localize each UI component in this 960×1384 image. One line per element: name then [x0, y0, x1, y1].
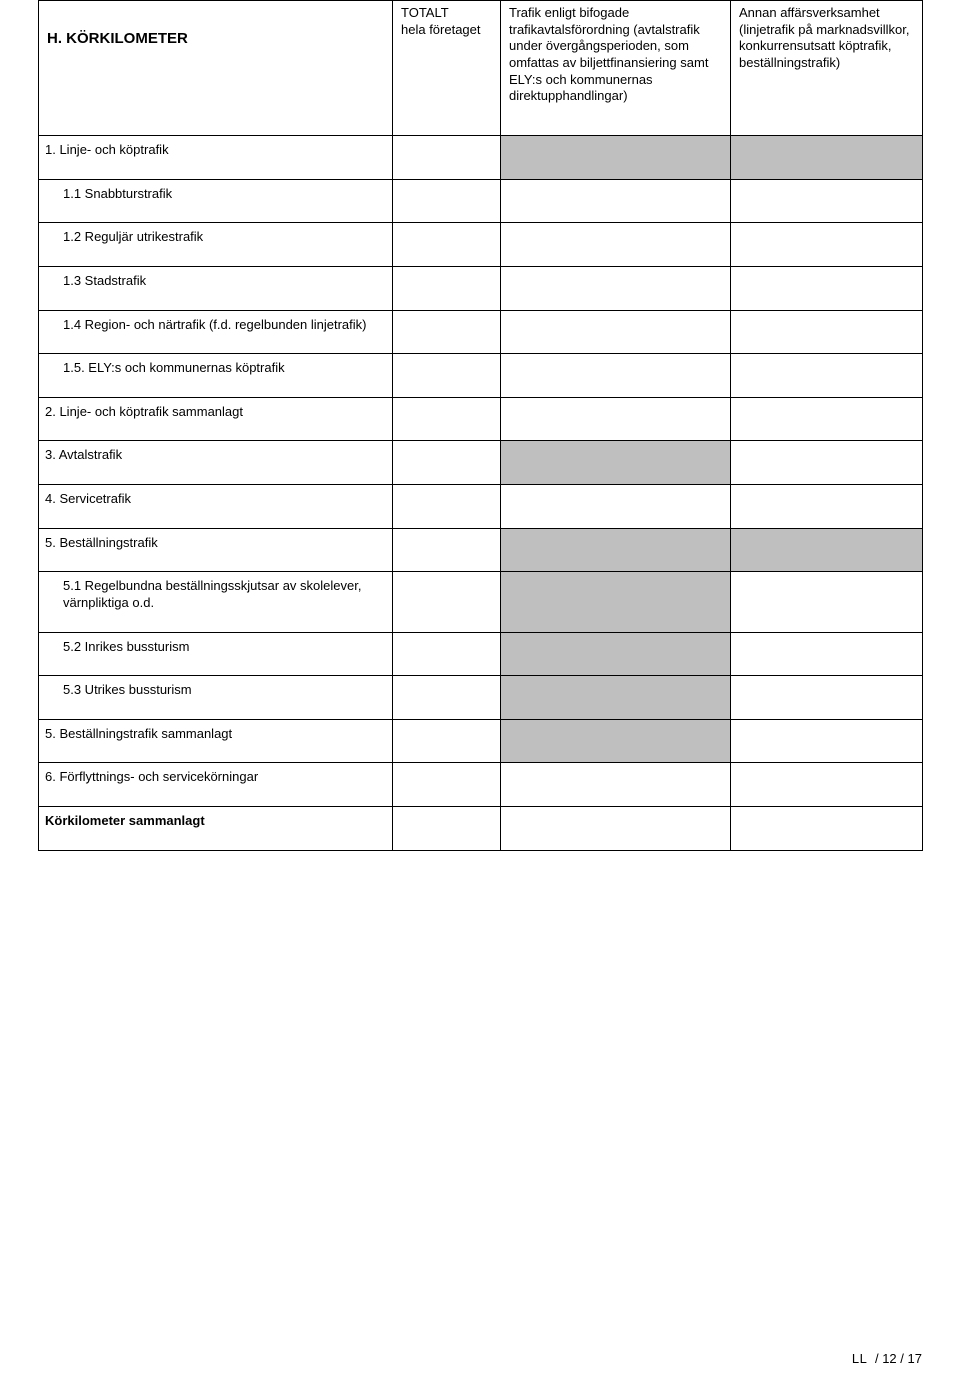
- row-label: 1.1 Snabbturstrafik: [39, 179, 393, 223]
- row-label: 5. Beställningstrafik: [39, 528, 393, 572]
- table-row: 1.4 Region- och närtrafik (f.d. regelbun…: [39, 310, 923, 354]
- input-cell[interactable]: [393, 807, 501, 851]
- input-cell[interactable]: [393, 572, 501, 632]
- input-cell: [731, 136, 923, 180]
- input-cell: [501, 441, 731, 485]
- page: H. KÖRKILOMETER TOTALT hela företaget Tr…: [0, 0, 960, 1384]
- input-cell[interactable]: [501, 266, 731, 310]
- input-cell: [501, 572, 731, 632]
- table-row: 3. Avtalstrafik: [39, 441, 923, 485]
- row-label: 1.3 Stadstrafik: [39, 266, 393, 310]
- table-row: 4. Servicetrafik: [39, 485, 923, 529]
- table-row: 5.1 Regelbundna beställningsskjutsar av …: [39, 572, 923, 632]
- table-row: 5. Beställningstrafik sammanlagt: [39, 719, 923, 763]
- table-row: 5.2 Inrikes bussturism: [39, 632, 923, 676]
- input-cell[interactable]: [731, 572, 923, 632]
- table-row: 6. Förflyttnings- och servicekörningar: [39, 763, 923, 807]
- row-label: 1.5. ELY:s och kommunernas köptrafik: [39, 354, 393, 398]
- table-row: 1.3 Stadstrafik: [39, 266, 923, 310]
- input-cell[interactable]: [731, 719, 923, 763]
- input-cell[interactable]: [393, 397, 501, 441]
- input-cell[interactable]: [731, 266, 923, 310]
- row-label: 5.2 Inrikes bussturism: [39, 632, 393, 676]
- input-cell[interactable]: [501, 397, 731, 441]
- input-cell[interactable]: [501, 179, 731, 223]
- input-cell[interactable]: [731, 441, 923, 485]
- input-cell[interactable]: [501, 763, 731, 807]
- input-cell: [501, 632, 731, 676]
- col-header-annan: Annan affärsverksamhet (linjetrafik på m…: [731, 1, 923, 136]
- row-label: Körkilometer sammanlagt: [39, 807, 393, 851]
- page-footer: LL / 12 / 17: [852, 1351, 922, 1366]
- input-cell: [501, 528, 731, 572]
- input-cell[interactable]: [731, 807, 923, 851]
- input-cell[interactable]: [393, 179, 501, 223]
- row-label: 2. Linje- och köptrafik sammanlagt: [39, 397, 393, 441]
- footer-sep: /: [875, 1351, 879, 1366]
- table-row: 1.1 Snabbturstrafik: [39, 179, 923, 223]
- header-row: H. KÖRKILOMETER TOTALT hela företaget Tr…: [39, 1, 923, 136]
- footer-total: 17: [908, 1351, 922, 1366]
- input-cell[interactable]: [731, 676, 923, 720]
- table-row: 1.5. ELY:s och kommunernas köptrafik: [39, 354, 923, 398]
- input-cell[interactable]: [393, 223, 501, 267]
- table-row: 1. Linje- och köptrafik: [39, 136, 923, 180]
- input-cell[interactable]: [731, 485, 923, 529]
- input-cell[interactable]: [393, 763, 501, 807]
- input-cell[interactable]: [393, 441, 501, 485]
- input-cell[interactable]: [731, 354, 923, 398]
- input-cell: [501, 136, 731, 180]
- input-cell[interactable]: [501, 485, 731, 529]
- input-cell[interactable]: [731, 310, 923, 354]
- row-label: 3. Avtalstrafik: [39, 441, 393, 485]
- input-cell[interactable]: [393, 354, 501, 398]
- input-cell: [501, 676, 731, 720]
- row-label: 6. Förflyttnings- och servicekörningar: [39, 763, 393, 807]
- row-label: 1.4 Region- och närtrafik (f.d. regelbun…: [39, 310, 393, 354]
- footer-sep: /: [900, 1351, 904, 1366]
- input-cell[interactable]: [731, 397, 923, 441]
- input-cell[interactable]: [501, 223, 731, 267]
- korkilometer-table: H. KÖRKILOMETER TOTALT hela företaget Tr…: [38, 0, 923, 851]
- footer-page: 12: [882, 1351, 896, 1366]
- input-cell[interactable]: [393, 136, 501, 180]
- input-cell[interactable]: [731, 632, 923, 676]
- table-row: 2. Linje- och köptrafik sammanlagt: [39, 397, 923, 441]
- row-label: 5. Beställningstrafik sammanlagt: [39, 719, 393, 763]
- input-cell[interactable]: [393, 485, 501, 529]
- input-cell[interactable]: [731, 223, 923, 267]
- col-header-trafikavtal: Trafik enligt bifogade trafikavtalsföror…: [501, 1, 731, 136]
- input-cell[interactable]: [501, 310, 731, 354]
- input-cell[interactable]: [393, 632, 501, 676]
- input-cell[interactable]: [731, 763, 923, 807]
- input-cell[interactable]: [393, 310, 501, 354]
- input-cell[interactable]: [501, 807, 731, 851]
- row-label: 5.3 Utrikes bussturism: [39, 676, 393, 720]
- input-cell[interactable]: [393, 676, 501, 720]
- footer-ll: LL: [852, 1351, 867, 1366]
- table-row: Körkilometer sammanlagt: [39, 807, 923, 851]
- row-label: 1. Linje- och köptrafik: [39, 136, 393, 180]
- input-cell[interactable]: [393, 719, 501, 763]
- input-cell[interactable]: [393, 528, 501, 572]
- input-cell[interactable]: [731, 179, 923, 223]
- row-label: 1.2 Reguljär utrikestrafik: [39, 223, 393, 267]
- input-cell: [501, 719, 731, 763]
- table-row: 5. Beställningstrafik: [39, 528, 923, 572]
- table-title: H. KÖRKILOMETER: [39, 1, 393, 136]
- table-row: 1.2 Reguljär utrikestrafik: [39, 223, 923, 267]
- input-cell[interactable]: [393, 266, 501, 310]
- col-header-totalt: TOTALT hela företaget: [393, 1, 501, 136]
- input-cell: [731, 528, 923, 572]
- table-row: 5.3 Utrikes bussturism: [39, 676, 923, 720]
- row-label: 4. Servicetrafik: [39, 485, 393, 529]
- input-cell[interactable]: [501, 354, 731, 398]
- row-label: 5.1 Regelbundna beställningsskjutsar av …: [39, 572, 393, 632]
